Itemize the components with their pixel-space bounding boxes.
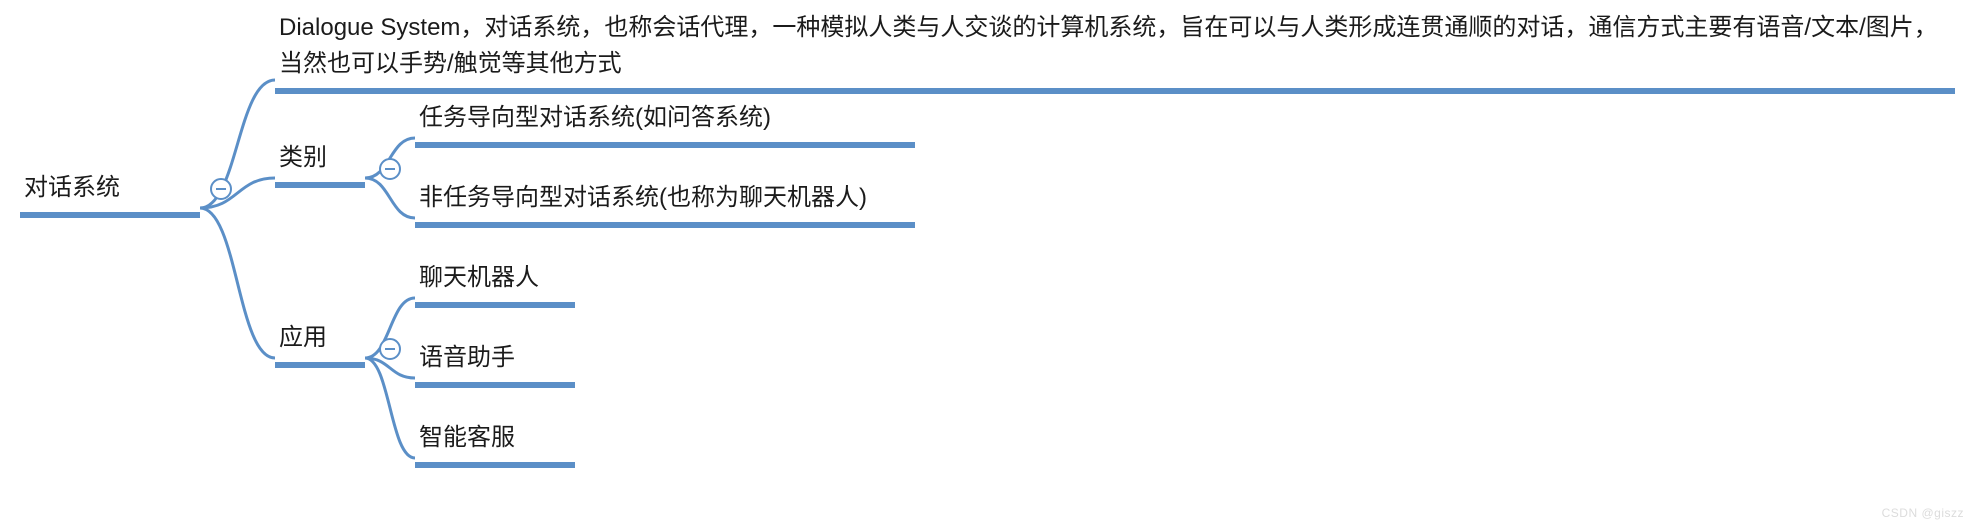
leaf-node-non_task_oriented-label: 非任务导向型对话系统(也称为聊天机器人) — [415, 180, 915, 222]
branch-node-definition-label: Dialogue System，对话系统，也称会话代理，一种模拟人类与人交谈的计… — [275, 10, 1955, 88]
leaf-node-chatbot-underline — [415, 302, 575, 308]
connector-line — [365, 178, 415, 218]
collapse-button-category[interactable] — [379, 158, 401, 180]
leaf-node-voice_assistant-underline — [415, 382, 575, 388]
leaf-node-smart_cs-underline — [415, 462, 575, 468]
branch-node-category-label: 类别 — [275, 140, 365, 182]
leaf-node-chatbot-label: 聊天机器人 — [415, 260, 575, 302]
leaf-node-voice_assistant-label: 语音助手 — [415, 340, 575, 382]
root-node-label: 对话系统 — [20, 170, 200, 212]
leaf-node-task_oriented-underline — [415, 142, 915, 148]
leaf-node-task_oriented[interactable]: 任务导向型对话系统(如问答系统) — [415, 100, 915, 148]
collapse-button-application[interactable] — [379, 338, 401, 360]
branch-node-application-underline — [275, 362, 365, 368]
minus-icon — [385, 168, 395, 170]
leaf-node-voice_assistant[interactable]: 语音助手 — [415, 340, 575, 388]
minus-icon — [385, 348, 395, 350]
leaf-node-non_task_oriented[interactable]: 非任务导向型对话系统(也称为聊天机器人) — [415, 180, 915, 228]
connector-line — [200, 208, 275, 358]
minus-icon — [216, 188, 226, 190]
leaf-node-smart_cs[interactable]: 智能客服 — [415, 420, 575, 468]
connector-line — [365, 358, 415, 458]
leaf-node-non_task_oriented-underline — [415, 222, 915, 228]
branch-node-category-underline — [275, 182, 365, 188]
collapse-button-root[interactable] — [210, 178, 232, 200]
leaf-node-task_oriented-label: 任务导向型对话系统(如问答系统) — [415, 100, 915, 142]
branch-node-definition[interactable]: Dialogue System，对话系统，也称会话代理，一种模拟人类与人交谈的计… — [275, 10, 1955, 94]
watermark-text: CSDN @giszz — [1882, 506, 1964, 520]
branch-node-category[interactable]: 类别 — [275, 140, 365, 188]
leaf-node-smart_cs-label: 智能客服 — [415, 420, 575, 462]
root-node-underline — [20, 212, 200, 218]
branch-node-definition-underline — [275, 88, 1955, 94]
root-node[interactable]: 对话系统 — [20, 170, 200, 218]
branch-node-application-label: 应用 — [275, 320, 365, 362]
branch-node-application[interactable]: 应用 — [275, 320, 365, 368]
leaf-node-chatbot[interactable]: 聊天机器人 — [415, 260, 575, 308]
